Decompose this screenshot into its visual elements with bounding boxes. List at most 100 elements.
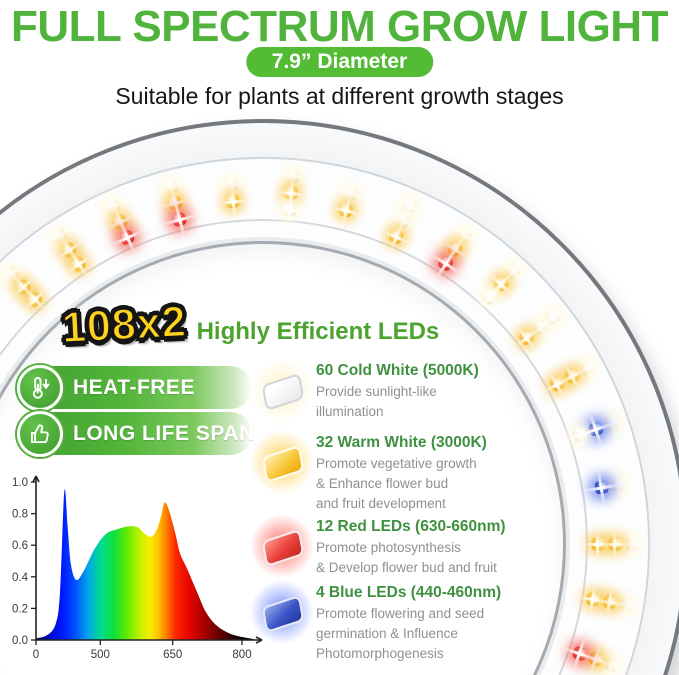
warm-led	[25, 289, 44, 309]
white-led	[480, 287, 499, 307]
svg-text:500: 500	[91, 649, 110, 661]
svg-text:0.8: 0.8	[12, 509, 28, 521]
red-led	[571, 644, 589, 662]
white-led	[104, 198, 122, 216]
white-led	[162, 178, 179, 195]
warm-led	[602, 594, 618, 610]
chart-ticks	[31, 481, 243, 645]
warm-led	[591, 537, 605, 551]
red-led	[436, 254, 455, 273]
white-led	[611, 477, 627, 492]
white-led	[454, 225, 473, 244]
blue-led-chip-icon	[250, 580, 314, 644]
white-led	[50, 227, 69, 246]
warm-led	[388, 228, 406, 246]
blue-led	[594, 479, 610, 495]
item-description: Promote photosynthesis & Develop flower …	[316, 540, 497, 575]
list-item-red-leds: 12 Red LEDs (630-660nm) Promote photosyn…	[250, 514, 506, 578]
led-count-heading: 108x2 Highly Efficient LEDs	[60, 297, 440, 353]
warm-led	[338, 202, 354, 219]
white-led	[401, 197, 419, 215]
led-cluster	[585, 591, 635, 613]
blue-led	[587, 421, 605, 438]
warm-led	[59, 241, 78, 260]
feature-badge-heat-free: HEAT-FREE	[16, 364, 252, 411]
warm-led	[445, 239, 464, 258]
led-cluster	[517, 307, 563, 347]
warm-white-led-chip-icon	[250, 430, 314, 494]
diameter-badge: 7.9” Diameter	[245, 47, 434, 77]
warm-led	[13, 277, 33, 296]
led-cluster	[224, 177, 241, 209]
warm-led	[548, 375, 567, 393]
chart-axes	[32, 475, 263, 644]
item-description: Provide sunlight-like illumination	[316, 384, 437, 419]
white-led	[2, 264, 21, 284]
led-cluster	[162, 178, 188, 228]
led-cluster	[548, 359, 597, 393]
page-title: FULL SPECTRUM GROW LIGHT	[11, 2, 668, 51]
led-cluster	[591, 537, 639, 551]
led-cluster	[104, 198, 136, 247]
warm-led	[585, 591, 601, 607]
item-heading: 12 Red LEDs (630-660nm)	[316, 518, 506, 535]
svg-text:1.0: 1.0	[12, 477, 28, 489]
svg-text:650: 650	[163, 649, 182, 661]
led-cluster	[50, 227, 88, 274]
subtitle: Suitable for plants at different growth …	[115, 83, 564, 109]
white-led	[224, 177, 239, 192]
led-cluster	[571, 644, 621, 673]
warm-led	[166, 195, 183, 212]
warm-led	[283, 186, 298, 201]
svg-text:0.6: 0.6	[12, 540, 28, 552]
warm-led	[517, 328, 537, 347]
spectral-distribution-chart: 0.0 0.2 0.4 0.6 0.8 1.0 0 500 650 800	[12, 475, 263, 661]
thumbs-up-icon	[17, 410, 63, 457]
white-led	[282, 203, 297, 218]
white-led	[603, 655, 621, 673]
svg-text:800: 800	[232, 649, 251, 661]
warm-led	[491, 275, 510, 294]
list-item-cold-white: 60 Cold White (5000K) Provide sunlight-l…	[250, 358, 479, 422]
red-led-chip-icon	[250, 514, 314, 578]
warm-led	[111, 213, 129, 232]
led-cluster	[2, 264, 44, 309]
led-cluster	[571, 415, 621, 444]
cold-white-led-chip-icon	[250, 358, 314, 422]
led-cluster	[480, 262, 522, 307]
led-count: 108x2	[60, 297, 188, 353]
white-led	[503, 262, 522, 282]
item-heading: 32 Warm White (3000K)	[316, 434, 487, 451]
led-cluster	[594, 477, 627, 495]
white-led	[284, 169, 299, 184]
svg-text:0.0: 0.0	[12, 635, 28, 647]
warm-led	[226, 194, 241, 209]
led-count-label: Highly Efficient LEDs	[196, 318, 440, 345]
white-led	[544, 307, 563, 326]
chart-tick-labels: 0.0 0.2 0.4 0.6 0.8 1.0 0 500 650 800	[12, 477, 252, 661]
svg-text:0: 0	[33, 649, 39, 661]
white-led	[625, 537, 639, 551]
svg-text:0.2: 0.2	[12, 603, 28, 615]
svg-text:0.4: 0.4	[12, 572, 29, 584]
list-item-warm-white: 32 Warm White (3000K) Promote vegetative…	[250, 430, 487, 514]
warm-led	[563, 367, 582, 385]
spectrum-area	[36, 489, 254, 640]
white-led	[394, 212, 412, 230]
led-cluster	[436, 225, 473, 273]
white-led	[603, 415, 621, 433]
warm-led	[587, 650, 605, 667]
white-led	[531, 318, 550, 337]
list-item-blue-leds: 4 Blue LEDs (440-460nm) Promote flowerin…	[250, 580, 501, 664]
item-description: Promote flowering and seed germination &…	[316, 606, 485, 661]
white-led	[571, 426, 589, 444]
red-led	[118, 229, 136, 247]
item-description: Promote vegetative growth & Enhance flow…	[316, 456, 477, 511]
warm-led	[69, 255, 88, 274]
thermometer-down-icon	[17, 364, 63, 411]
white-led	[578, 359, 597, 377]
white-led	[342, 186, 359, 203]
feature-badge-label: HEAT-FREE	[73, 375, 195, 399]
item-heading: 60 Cold White (5000K)	[316, 362, 479, 379]
